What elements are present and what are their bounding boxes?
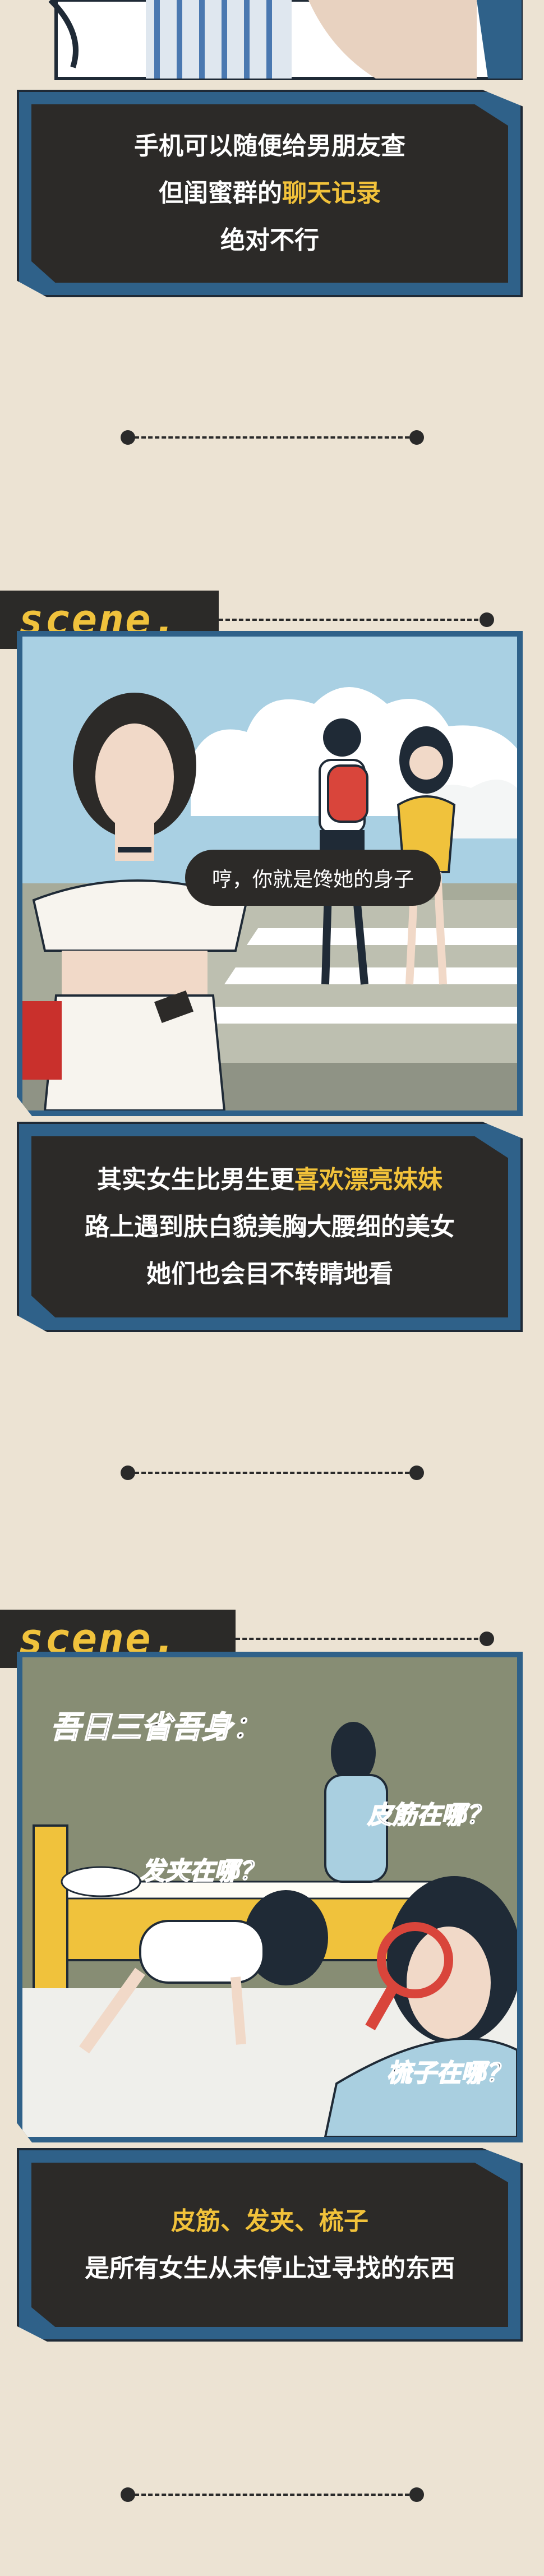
scene-9-speech-bubble: 哼，你就是馋她的身子: [185, 850, 441, 906]
top-illustration-fragment: [17, 0, 523, 84]
scene-10-dot: [480, 1632, 494, 1646]
scene-9-illustration: [22, 637, 517, 1110]
scene-10-panel: 吾日三省吾身： 皮筋在哪？ 发夹在哪？ 梳子在哪？: [17, 1652, 523, 2142]
scene-10-question-3: 梳子在哪？: [386, 2058, 511, 2088]
caption-3-line-2: 是所有女生从未停止过寻找的东西: [85, 2254, 455, 2283]
scene-10-question-2: 发夹在哪？: [140, 1856, 264, 1886]
scene-9-panel: 哼，你就是馋她的身子: [17, 631, 523, 1116]
caption-box-1: 手机可以随便给男朋友查 但闺蜜群的聊天记录 绝对不行: [17, 90, 523, 297]
caption-1-line-2: 但闺蜜群的聊天记录: [159, 170, 381, 217]
caption-2-highlight: 喜欢漂亮妹妹: [294, 1165, 442, 1194]
caption-2-line-1: 其实女生比男生更喜欢漂亮妹妹: [97, 1156, 442, 1204]
caption-1-line-3: 绝对不行: [220, 226, 319, 255]
caption-box-3: 皮筋、发夹、梳子 是所有女生从未停止过寻找的东西: [17, 2148, 523, 2342]
caption-2-line-3: 她们也会目不转睛地看: [146, 1259, 393, 1288]
scene-10-question-1: 皮筋在哪？: [367, 1800, 491, 1830]
scene-10-title: 吾日三省吾身：: [50, 1709, 263, 1745]
caption-3-line-1: 皮筋、发夹、梳子: [171, 2206, 368, 2236]
scene-10-illustration: [22, 1657, 517, 2137]
caption-box-2: 其实女生比男生更喜欢漂亮妹妹 路上遇到肤白貌美胸大腰细的美女 她们也会目不转睛地…: [17, 1122, 523, 1332]
scene-9-dot: [480, 612, 494, 627]
scene-10-line: [236, 1638, 485, 1642]
caption-2-line-2: 路上遇到肤白貌美胸大腰细的美女: [85, 1212, 455, 1241]
caption-1-line-1: 手机可以随便给男朋友查: [134, 132, 405, 160]
scene-9-line: [219, 619, 485, 623]
caption-1-line-2-text: 但闺蜜群的: [159, 179, 282, 208]
caption-1-highlight: 聊天记录: [282, 179, 381, 208]
caption-2-line-1-text: 其实女生比男生更: [97, 1165, 294, 1194]
